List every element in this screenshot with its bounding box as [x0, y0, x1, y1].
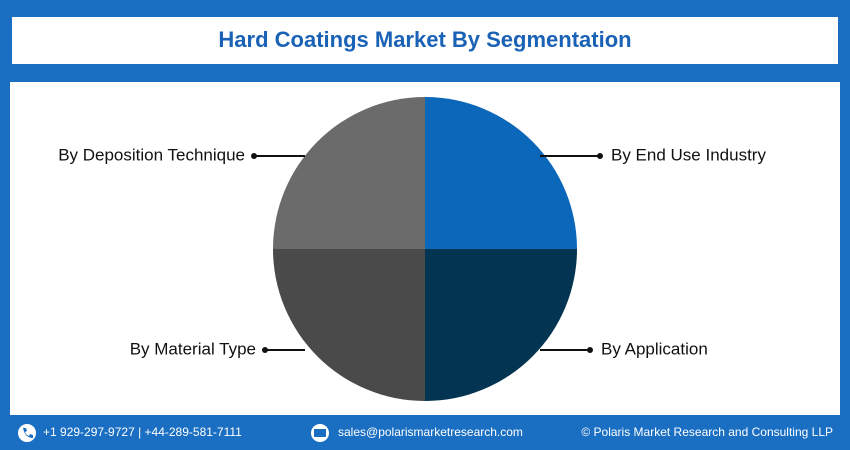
title-box	[12, 17, 838, 64]
slice-label: By Application	[601, 339, 708, 358]
email-glyph	[314, 429, 326, 437]
footer-phone: +1 929-297-9727 | +44-289-581-7111	[43, 425, 242, 439]
leader-dot	[587, 347, 593, 353]
slice-label: By Deposition Technique	[58, 145, 245, 164]
pie-slice	[273, 249, 425, 401]
footer-email: sales@polarismarketresearch.com	[338, 425, 523, 439]
leader-dot	[251, 153, 257, 159]
pie-slice	[425, 97, 577, 249]
phone-icon	[18, 424, 36, 442]
phone-glyph	[23, 428, 33, 438]
slice-label: By End Use Industry	[611, 145, 766, 164]
pie	[273, 97, 577, 401]
pie-slice	[273, 97, 425, 249]
chart-title: Hard Coatings Market By Segmentation	[218, 27, 631, 52]
leader-dot	[597, 153, 603, 159]
leader-dot	[262, 347, 268, 353]
slice-label: By Material Type	[130, 339, 256, 358]
pie-slice	[425, 249, 577, 401]
footer-copyright: © Polaris Market Research and Consulting…	[581, 425, 833, 439]
